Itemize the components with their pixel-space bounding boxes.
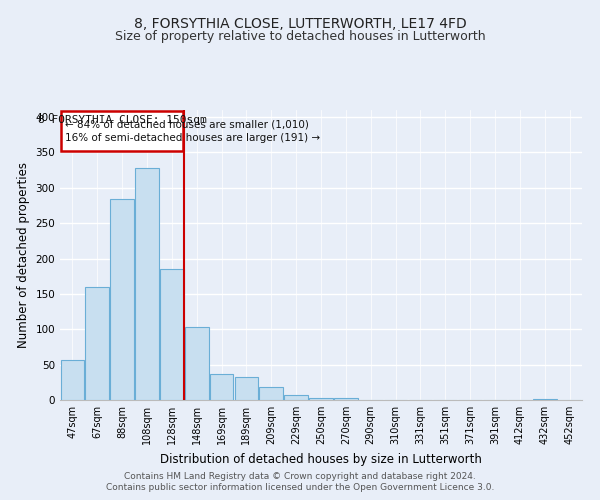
Bar xyxy=(334,398,358,400)
Text: 16% of semi-detached houses are larger (191) →: 16% of semi-detached houses are larger (… xyxy=(65,132,320,142)
Bar xyxy=(533,398,557,400)
Bar xyxy=(259,388,283,400)
Bar xyxy=(284,395,308,400)
Y-axis label: Number of detached properties: Number of detached properties xyxy=(17,162,30,348)
Bar xyxy=(160,269,184,400)
Text: Size of property relative to detached houses in Lutterworth: Size of property relative to detached ho… xyxy=(115,30,485,43)
Text: Contains public sector information licensed under the Open Government Licence 3.: Contains public sector information licen… xyxy=(106,484,494,492)
Bar xyxy=(210,374,233,400)
Bar xyxy=(135,168,159,400)
Bar xyxy=(185,327,209,400)
Text: ← 84% of detached houses are smaller (1,010): ← 84% of detached houses are smaller (1,… xyxy=(65,120,309,130)
Bar xyxy=(309,398,333,400)
Bar xyxy=(235,378,258,400)
FancyBboxPatch shape xyxy=(61,112,183,151)
X-axis label: Distribution of detached houses by size in Lutterworth: Distribution of detached houses by size … xyxy=(160,452,482,466)
Bar xyxy=(61,360,84,400)
Text: Contains HM Land Registry data © Crown copyright and database right 2024.: Contains HM Land Registry data © Crown c… xyxy=(124,472,476,481)
Text: 8 FORSYTHIA CLOSE: 150sqm: 8 FORSYTHIA CLOSE: 150sqm xyxy=(38,115,206,125)
Text: 8, FORSYTHIA CLOSE, LUTTERWORTH, LE17 4FD: 8, FORSYTHIA CLOSE, LUTTERWORTH, LE17 4F… xyxy=(134,18,466,32)
Bar xyxy=(110,199,134,400)
Bar xyxy=(85,287,109,400)
